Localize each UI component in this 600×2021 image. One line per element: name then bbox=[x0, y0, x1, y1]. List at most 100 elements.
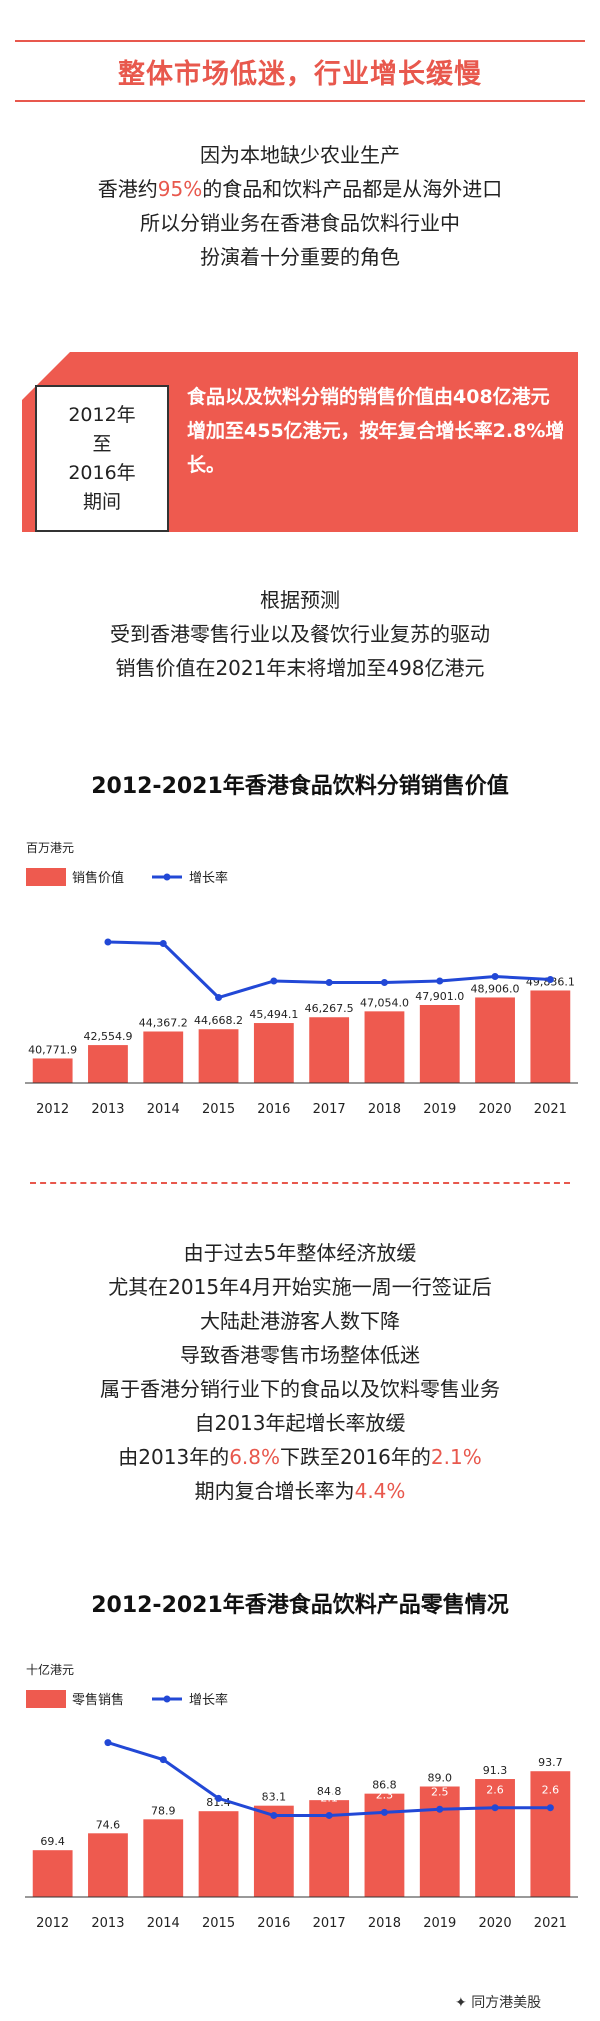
legend-bar-swatch bbox=[26, 1690, 66, 1708]
growth-rate-point bbox=[491, 973, 499, 980]
bar-value-label: 69.4 bbox=[40, 1835, 65, 1848]
chart-bar bbox=[530, 1771, 571, 1897]
growth-rate-point bbox=[436, 977, 444, 985]
bar-value-label: 89.0 bbox=[428, 1772, 453, 1785]
highlight-percent: 2.1% bbox=[430, 1445, 482, 1469]
growth-rate-label: 1.9 bbox=[542, 956, 560, 969]
bar-value-label: 40,771.9 bbox=[28, 1043, 77, 1056]
chart-1-title: 2012-2021年香港食品饮料分销销售价值 bbox=[91, 774, 509, 799]
period-label-line: 2012年 bbox=[68, 403, 136, 426]
x-tick-label: 2016 bbox=[257, 1916, 290, 1931]
forecast-line: 受到香港零售行业以及餐饮行业复苏的驱动 bbox=[110, 622, 490, 646]
highlight-percent: 95% bbox=[157, 177, 203, 201]
growth-rate-label: 1.7 bbox=[376, 959, 394, 972]
growth-rate-label: 1.7 bbox=[320, 959, 338, 972]
bar-value-label: 44,367.2 bbox=[139, 1016, 188, 1029]
growth-rate-point bbox=[325, 1811, 333, 1819]
highlight-percent: 4.4% bbox=[354, 1479, 406, 1503]
bar-value-label: 84.8 bbox=[317, 1785, 342, 1798]
chart-bar bbox=[88, 1833, 128, 1897]
chart-bar bbox=[419, 1786, 460, 1897]
chart-bar bbox=[143, 1819, 184, 1897]
chart-bar bbox=[32, 1850, 73, 1897]
growth-rate-label: 2.5 bbox=[431, 1785, 449, 1798]
growth-rate-label: 2.1 bbox=[320, 1791, 338, 1804]
intro-paragraph: 因为本地缺少农业生产 香港约95%的食品和饮料产品都是从海外进口 所以分销业务在… bbox=[0, 138, 600, 274]
growth-rate-point bbox=[215, 1794, 223, 1802]
chart-bar bbox=[475, 1779, 515, 1897]
growth-rate-point bbox=[270, 977, 278, 985]
x-tick-label: 2021 bbox=[534, 1102, 567, 1117]
growth-rate-point bbox=[546, 976, 554, 983]
wechat-icon: ✦ bbox=[455, 1995, 467, 2011]
bar-value-label: 91.3 bbox=[483, 1764, 508, 1777]
forecast-paragraph: 根据预测 受到香港零售行业以及餐饮行业复苏的驱动 销售价值在2021年末将增加至… bbox=[0, 583, 600, 685]
chart-bar bbox=[253, 1805, 294, 1897]
x-tick-label: 2014 bbox=[147, 1102, 180, 1117]
summary-note-card: 2012年 至 2016年 期间 食品以及饮料分销的销售价值由408亿港元增加至… bbox=[22, 352, 578, 532]
chart-bar bbox=[530, 990, 571, 1083]
growth-rate-point bbox=[325, 979, 333, 986]
highlight-percent: 6.8% bbox=[229, 1445, 280, 1469]
growth-rate-point bbox=[104, 938, 112, 946]
growth-rate-label: 5.7 bbox=[155, 1736, 173, 1749]
period-label-line: 期间 bbox=[82, 490, 121, 513]
growth-rate-label: 0.7 bbox=[210, 974, 228, 987]
retail-line: 大陆赴港游客人数下降 bbox=[200, 1309, 400, 1333]
summary-note-text: 食品以及饮料分销的销售价值由408亿港元增加至455亿港元，按年复合增长率2.8… bbox=[187, 386, 565, 476]
bar-value-label: 42,554.9 bbox=[83, 1030, 132, 1043]
forecast-line: 根据预测 bbox=[260, 588, 340, 612]
chart-unit-label: 百万港元 bbox=[26, 841, 74, 855]
x-tick-label: 2020 bbox=[479, 1916, 512, 1931]
chart-bar bbox=[364, 1011, 405, 1083]
growth-rate-label: 3.2 bbox=[210, 1774, 228, 1787]
intro-line: 扮演着十分重要的角色 bbox=[200, 245, 400, 269]
legend-line-label: 增长率 bbox=[189, 1692, 228, 1708]
bar-value-label: 74.6 bbox=[96, 1818, 121, 1831]
x-tick-label: 2019 bbox=[423, 1102, 456, 1117]
bar-value-label: 86.8 bbox=[372, 1779, 397, 1792]
bar-value-label: 47,054.0 bbox=[360, 996, 409, 1009]
x-tick-label: 2017 bbox=[313, 1916, 346, 1931]
retail-text: 期内复合增长率为 bbox=[194, 1479, 355, 1503]
period-label-line: 2016年 bbox=[68, 461, 136, 484]
legend-bar-label: 销售价值 bbox=[72, 870, 124, 886]
growth-rate-label: 2.1 bbox=[486, 953, 504, 966]
chart-bar bbox=[309, 1017, 350, 1083]
growth-rate-point bbox=[270, 1811, 278, 1819]
chart-unit-label: 十亿港元 bbox=[26, 1662, 74, 1677]
bar-value-label: 47,901.0 bbox=[415, 990, 464, 1003]
chart-bar bbox=[198, 1811, 239, 1897]
intro-text: 的食品和饮料产品都是从海外进口 bbox=[202, 177, 503, 201]
period-label-line: 至 bbox=[92, 432, 112, 455]
x-tick-label: 2017 bbox=[313, 1102, 346, 1117]
retail-line: 由2013年的6.8%下跌至2016年的2.1% bbox=[0, 1440, 600, 1474]
section-title-banner: 整体市场低迷，行业增长缓慢 bbox=[15, 40, 585, 102]
growth-rate-point bbox=[380, 1808, 388, 1816]
bar-value-label: 45,494.1 bbox=[249, 1008, 298, 1021]
x-tick-label: 2018 bbox=[368, 1102, 401, 1117]
x-tick-label: 2021 bbox=[534, 1916, 567, 1931]
growth-rate-point bbox=[380, 979, 388, 986]
growth-rate-point bbox=[491, 1804, 499, 1812]
growth-rate-label: 2.3 bbox=[376, 1788, 394, 1801]
forecast-line: 销售价值在2021年末将增加至498亿港元 bbox=[115, 656, 485, 680]
bar-value-label: 93.7 bbox=[538, 1756, 563, 1769]
watermark-text: 同方港美股 bbox=[471, 1995, 542, 2011]
chart-bar bbox=[419, 1004, 460, 1083]
growth-rate-label: 1.8 bbox=[431, 957, 449, 970]
intro-line: 所以分销业务在香港食品饮料行业中 bbox=[140, 211, 460, 235]
retail-line: 尤其在2015年4月开始实施一周一行签证后 bbox=[108, 1275, 492, 1299]
growth-rate-label: 2.1 bbox=[265, 1791, 283, 1804]
x-tick-label: 2012 bbox=[36, 1916, 69, 1931]
growth-rate-point bbox=[546, 1804, 554, 1812]
retail-line: 属于香港分销行业下的食品以及饮料零售业务 bbox=[100, 1377, 500, 1401]
chart-bar bbox=[143, 1031, 184, 1083]
growth-rate-point bbox=[104, 1739, 112, 1747]
legend-line-marker bbox=[163, 1695, 171, 1703]
chart-bar bbox=[253, 1023, 294, 1083]
x-tick-label: 2015 bbox=[202, 1916, 235, 1931]
retail-line: 导致香港零售市场整体低迷 bbox=[180, 1343, 420, 1367]
retail-line: 自2013年起增长率放缓 bbox=[194, 1411, 406, 1435]
period-label-box: 2012年 至 2016年 期间 bbox=[35, 385, 169, 532]
